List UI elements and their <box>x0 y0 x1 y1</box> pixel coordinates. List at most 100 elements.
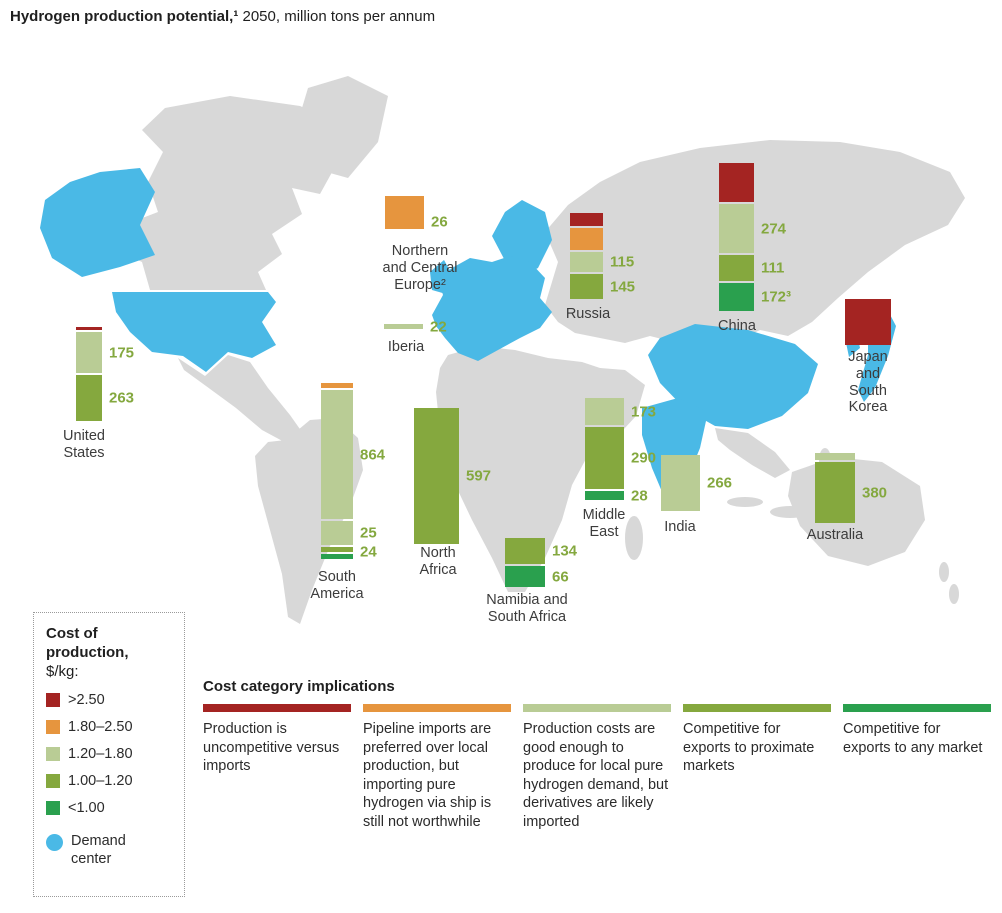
region-label-japan-south-korea: Japan and South Korea <box>848 349 888 416</box>
bar-segment <box>719 163 754 202</box>
light-green-swatch-icon <box>46 747 60 762</box>
demand-center-dot-icon <box>46 834 63 852</box>
bar-segment: 134 <box>505 538 577 564</box>
light-green-category-bar-icon <box>523 704 671 712</box>
region-iberia: 22 <box>384 318 447 335</box>
bar-segment <box>815 453 855 460</box>
implications-grid: Production is uncompetitive versus impor… <box>203 704 991 831</box>
bar-india: 266 <box>661 455 732 511</box>
region-united-states: 175 263 <box>76 327 134 421</box>
segment-value: 22 <box>430 318 447 335</box>
region-label-northern-central-europe: Northern and Central Europe² <box>382 243 458 293</box>
cost-category-implications: Cost category implications Production is… <box>203 678 991 831</box>
region-label-middle-east: Middle East <box>582 507 626 540</box>
legend-item-label: 1.20–1.80 <box>68 746 133 763</box>
region-northern-central-europe: 26 <box>385 196 448 231</box>
chart-title-bold: Hydrogen production potential,¹ <box>10 8 239 25</box>
bar-south-america: 864 25 24 <box>321 383 385 561</box>
bar-segment <box>321 383 353 388</box>
bar-united-states: 175 263 <box>76 327 134 421</box>
bar-japan-south-korea <box>845 299 891 345</box>
legend-title: Cost of production, <box>46 625 129 661</box>
legend-item-lt100: <1.00 <box>46 800 172 816</box>
red-category-bar-icon <box>203 704 351 712</box>
legend-item-120-180: 1.20–1.80 <box>46 746 172 762</box>
bar-segment: 175 <box>76 332 134 373</box>
implications-heading: Cost category implications <box>203 678 395 695</box>
bar-segment: 172³ <box>719 283 791 311</box>
legend-unit: $/kg: <box>46 662 79 680</box>
implication-column-local-demand: Production costs are good enough to prod… <box>523 704 671 831</box>
map-region-madagascar <box>625 516 643 560</box>
segment-value: 26 <box>431 213 448 231</box>
implication-text: Production is uncompetitive versus impor… <box>203 721 340 775</box>
segment-value: 380 <box>862 484 888 501</box>
map-region-mexico-central-america <box>178 355 302 444</box>
bar-segment: 25 <box>321 521 377 545</box>
medium-green-swatch-icon <box>46 774 60 789</box>
orange-category-bar-icon <box>363 704 511 712</box>
bar-segment: 380 <box>815 462 887 523</box>
bar-segment <box>321 554 353 559</box>
implication-column-any-market-exports: Competitive for exports to any market <box>843 704 991 831</box>
orange-swatch-icon <box>46 720 60 735</box>
bar-segment: 263 <box>76 375 134 421</box>
bar-segment: 290 <box>585 427 656 489</box>
red-swatch-icon <box>46 693 60 708</box>
region-japan-south-korea <box>845 299 891 345</box>
legend-item-label: 1.80–2.50 <box>68 719 133 736</box>
bar-segment <box>76 327 102 330</box>
segment-value: 263 <box>109 389 135 407</box>
region-label-south-america: South America <box>310 569 364 602</box>
legend-item-label: 1.00–1.20 <box>68 773 133 790</box>
region-australia: 380 <box>815 453 887 523</box>
implication-text: Pipeline imports are preferred over loca… <box>363 721 492 830</box>
segment-value: 66 <box>552 568 569 585</box>
bar-northern-central-europe: 26 <box>385 196 448 231</box>
map-region-canada <box>120 96 336 290</box>
bar-segment: 26 <box>385 196 448 231</box>
bar-segment: 173 <box>585 398 656 425</box>
segment-value: 172³ <box>761 288 792 306</box>
implication-column-pipeline: Pipeline imports are preferred over loca… <box>363 704 511 831</box>
segment-value: 173 <box>631 403 657 420</box>
bar-namibia-south-africa: 134 66 <box>505 538 577 587</box>
region-label-australia: Australia <box>806 527 864 543</box>
segment-value: 111 <box>761 259 785 277</box>
segment-value: 274 <box>761 220 787 237</box>
segment-value: 175 <box>109 344 135 361</box>
region-north-africa: 597 <box>414 408 491 544</box>
bar-segment: 24 <box>321 544 377 561</box>
chart-title-regular: 2050, million tons per annum <box>238 8 436 25</box>
map-region-greenland <box>296 76 388 178</box>
legend-demand-center: Demand center <box>46 832 172 868</box>
segment-value: 864 <box>360 446 386 463</box>
implication-text: Production costs are good enough to prod… <box>523 721 669 830</box>
region-label-iberia: Iberia <box>387 339 425 355</box>
map-demand-alaska <box>40 168 155 277</box>
implication-text: Competitive for exports to proximate mar… <box>683 721 815 775</box>
bar-segment: 266 <box>661 455 732 511</box>
bar-segment <box>570 213 603 226</box>
bar-north-africa: 597 <box>414 408 491 544</box>
map-region-new-zealand-north <box>939 562 949 582</box>
map-region-indonesia-1 <box>727 497 763 507</box>
map-demand-europe <box>432 256 552 361</box>
bar-segment <box>845 299 891 345</box>
map-region-asia-russia <box>545 140 965 343</box>
map-demand-india <box>642 398 708 506</box>
segment-value: 115 <box>610 253 635 271</box>
region-south-america: 864 25 24 <box>321 383 385 561</box>
region-label-north-africa: North Africa <box>419 545 457 578</box>
region-china: 274 111 172³ <box>719 163 791 311</box>
bar-segment: 66 <box>505 566 569 587</box>
legend-item-label: >2.50 <box>68 692 105 709</box>
map-region-africa <box>436 346 622 592</box>
region-label-india: India <box>664 519 696 535</box>
region-label-russia: Russia <box>565 306 611 322</box>
legend-item-gt250: >2.50 <box>46 692 172 708</box>
map-demand-united-states <box>112 292 276 372</box>
segment-value: 145 <box>610 278 636 295</box>
bar-australia: 380 <box>815 453 887 523</box>
map-region-australia <box>788 457 925 566</box>
